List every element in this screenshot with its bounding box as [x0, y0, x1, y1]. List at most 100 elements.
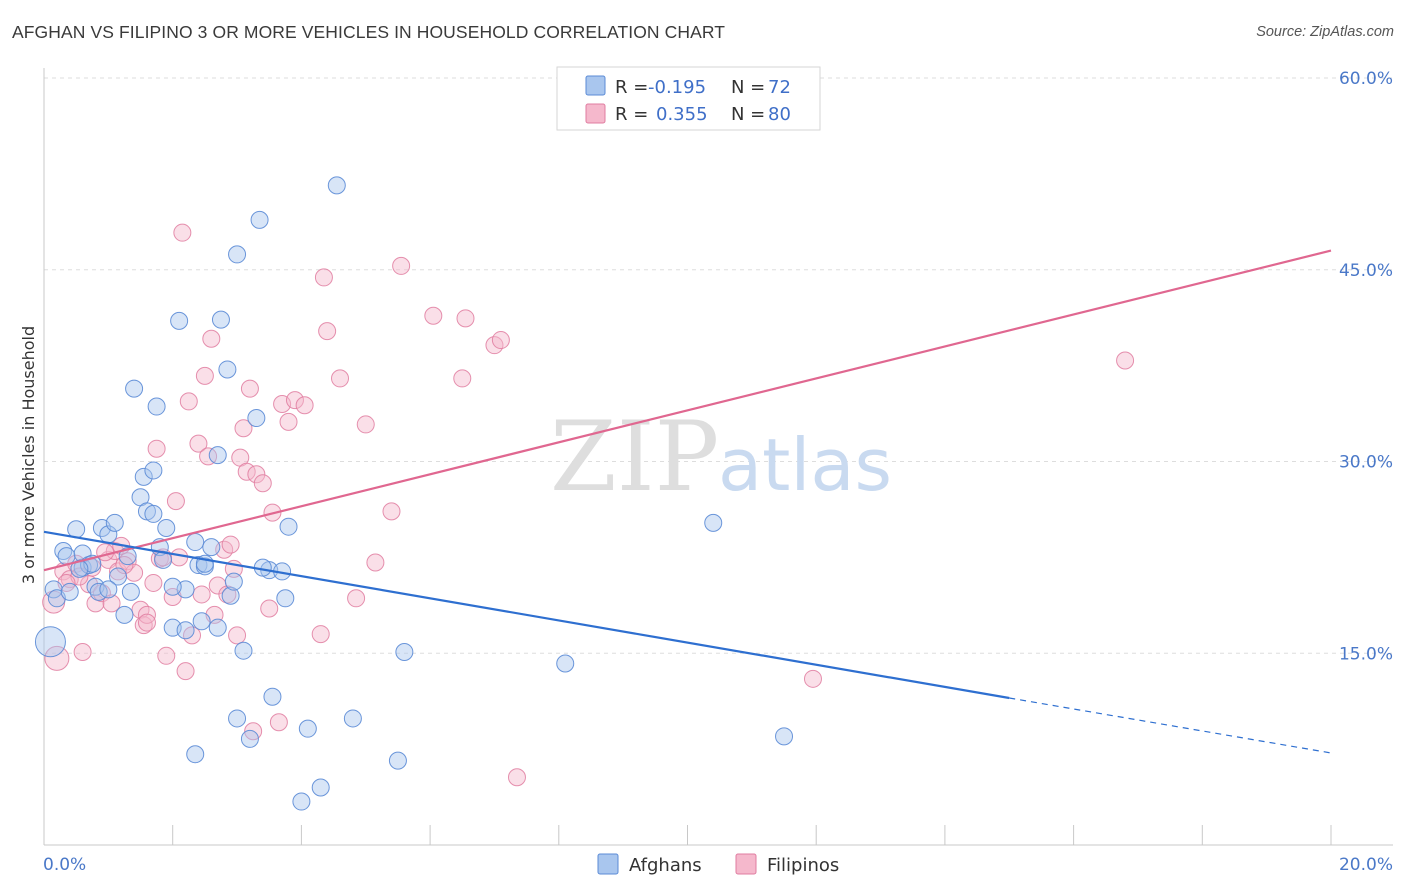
trend-lines: [43, 249, 1332, 754]
legend-n-label-filipinos: N =: [731, 104, 765, 125]
filipinos-point: [318, 322, 337, 341]
filipinos-point: [199, 447, 218, 466]
y-tick-label-1: 30.0%: [1339, 453, 1393, 473]
afghans-point: [221, 586, 240, 605]
filipinos-point: [366, 553, 385, 572]
afghans-point: [121, 582, 140, 601]
x-tick-label-min: 0.0%: [43, 855, 86, 875]
filipinos-point: [73, 642, 92, 661]
afghans-point: [292, 792, 311, 811]
filipinos-point: [179, 392, 198, 411]
afghans-point: [60, 582, 79, 601]
filipinos-point: [44, 645, 70, 671]
filipinos-point: [295, 396, 314, 415]
source-credit: Source: ZipAtlas.com: [1256, 24, 1394, 40]
filipinos-trend-line: [43, 249, 1332, 572]
afghans-point: [163, 577, 182, 596]
afghans-point: [395, 642, 414, 661]
afghans-point: [311, 778, 330, 797]
afghans-point: [218, 360, 237, 379]
bottom-legend: Afghans Filipinos: [597, 853, 839, 876]
afghans-point: [186, 745, 205, 764]
y-tick-label-3: 60.0%: [1339, 69, 1393, 89]
filipinos-point: [260, 599, 279, 618]
filipinos-point: [170, 548, 189, 567]
filipinos-point: [221, 535, 240, 554]
afghans-point: [186, 533, 205, 552]
chart-title: AFGHAN VS FILIPINO 3 OR MORE VEHICLES IN…: [12, 22, 726, 42]
afghans-points: [34, 176, 794, 811]
afghans-point: [556, 654, 575, 673]
filipinos-point: [1116, 351, 1135, 370]
afghans-point: [144, 504, 163, 523]
filipinos-point: [176, 662, 195, 681]
afghans-point: [208, 446, 227, 465]
legend-n-value-afghans: 72: [768, 77, 791, 98]
afghans-point: [211, 310, 230, 329]
afghans-point: [298, 719, 317, 738]
filipinos-point: [507, 768, 526, 787]
watermark-atlas: atlas: [718, 423, 892, 507]
x-tick-label-max: 20.0%: [1339, 855, 1393, 875]
filipinos-point: [491, 331, 510, 350]
filipinos-point: [137, 605, 156, 624]
legend-r-label-afghans: R =: [615, 77, 648, 98]
afghans-point: [125, 379, 144, 398]
legend-r-label-filipinos: R =: [615, 104, 648, 125]
bottom-legend-label-filipinos: Filipinos: [767, 855, 839, 876]
afghans-trend-extension: [1009, 697, 1332, 754]
filipinos-point: [382, 502, 401, 521]
filipinos-point: [234, 419, 253, 438]
filipinos-point: [392, 256, 411, 275]
afghans-point: [240, 729, 259, 748]
filipinos-point: [228, 626, 247, 645]
filipinos-point: [173, 223, 192, 242]
afghans-point: [170, 311, 189, 330]
y-tick-labels: 15.0% 30.0% 45.0% 60.0%: [1339, 69, 1393, 664]
afghans-point: [775, 727, 794, 746]
afghans-point: [263, 687, 282, 706]
afghans-point: [67, 520, 86, 539]
afghans-point: [144, 461, 163, 480]
bottom-legend-swatch-filipinos: [735, 853, 757, 875]
afghans-point: [276, 589, 295, 608]
filipinos-point: [279, 412, 298, 431]
filipinos-point: [147, 439, 166, 458]
afghans-point: [224, 572, 243, 591]
legend: R = -0.195 N = 72 R = 0.355 N = 80: [556, 66, 821, 131]
afghans-point: [115, 605, 134, 624]
legend-n-label-afghans: N =: [731, 77, 765, 98]
filipinos-point: [192, 585, 211, 604]
filipinos-point: [356, 415, 375, 434]
afghans-point: [109, 567, 128, 586]
watermark-zip: ZIP: [550, 401, 719, 513]
afghans-point: [343, 709, 362, 728]
afghans-point: [157, 518, 176, 537]
legend-swatch-afghans: [585, 75, 606, 96]
filipinos-point: [144, 573, 163, 592]
filipinos-point: [269, 713, 288, 732]
afghans-point: [34, 626, 66, 658]
afghans-point: [228, 245, 247, 264]
legend-n-value-filipinos: 80: [768, 104, 791, 125]
afghans-point: [228, 709, 247, 728]
afghans-point: [388, 751, 407, 770]
watermark: ZIP atlas: [550, 401, 892, 513]
afghans-point: [192, 612, 211, 631]
afghans-point: [234, 641, 253, 660]
filipinos-point: [202, 329, 221, 348]
axes: [43, 68, 1393, 846]
afghans-point: [279, 517, 298, 536]
filipinos-point: [285, 391, 304, 410]
legend-swatch-filipinos: [585, 103, 606, 124]
filipinos-point: [453, 369, 472, 388]
filipinos-point: [134, 616, 153, 635]
legend-r-value-filipinos: 0.355: [656, 104, 708, 125]
afghans-point: [208, 618, 227, 637]
filipinos-point: [314, 268, 333, 287]
y-tick-label-0: 15.0%: [1339, 644, 1393, 664]
y-tick-label-2: 45.0%: [1339, 261, 1393, 281]
y-axis-label: 3 or more Vehicles in Household: [19, 326, 38, 584]
afghans-point: [105, 513, 124, 532]
